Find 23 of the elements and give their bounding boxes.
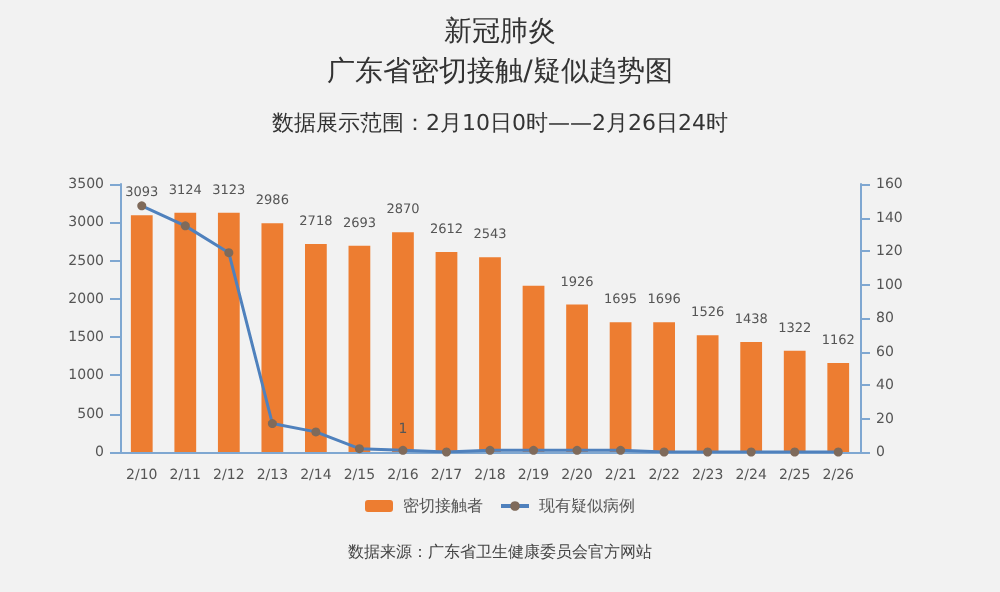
bar (783, 350, 806, 452)
bar (479, 257, 501, 452)
bar (435, 252, 458, 452)
bar (653, 322, 675, 452)
legend-label: 现有疑似病例 (539, 497, 635, 515)
bar (566, 304, 588, 452)
bar (305, 243, 327, 452)
legend-label: 密切接触者 (403, 497, 483, 515)
bar (609, 322, 632, 452)
bar (174, 212, 197, 452)
bar (261, 223, 284, 452)
bar (696, 335, 719, 452)
bar (217, 212, 240, 452)
bar (827, 363, 850, 452)
chart-title: 新冠肺炎 (444, 16, 556, 48)
bar (392, 232, 414, 452)
chart-subtitle: 广东省密切接触/疑似趋势图 (327, 56, 673, 88)
bar (740, 341, 763, 452)
source-note: 数据来源：广东省卫生健康委员会官方网站 (348, 543, 652, 561)
bar (522, 285, 545, 452)
bar (130, 215, 153, 452)
bar (348, 245, 371, 452)
text: 数据展示范围：2月10日0时——2月26日24时 (272, 110, 729, 136)
